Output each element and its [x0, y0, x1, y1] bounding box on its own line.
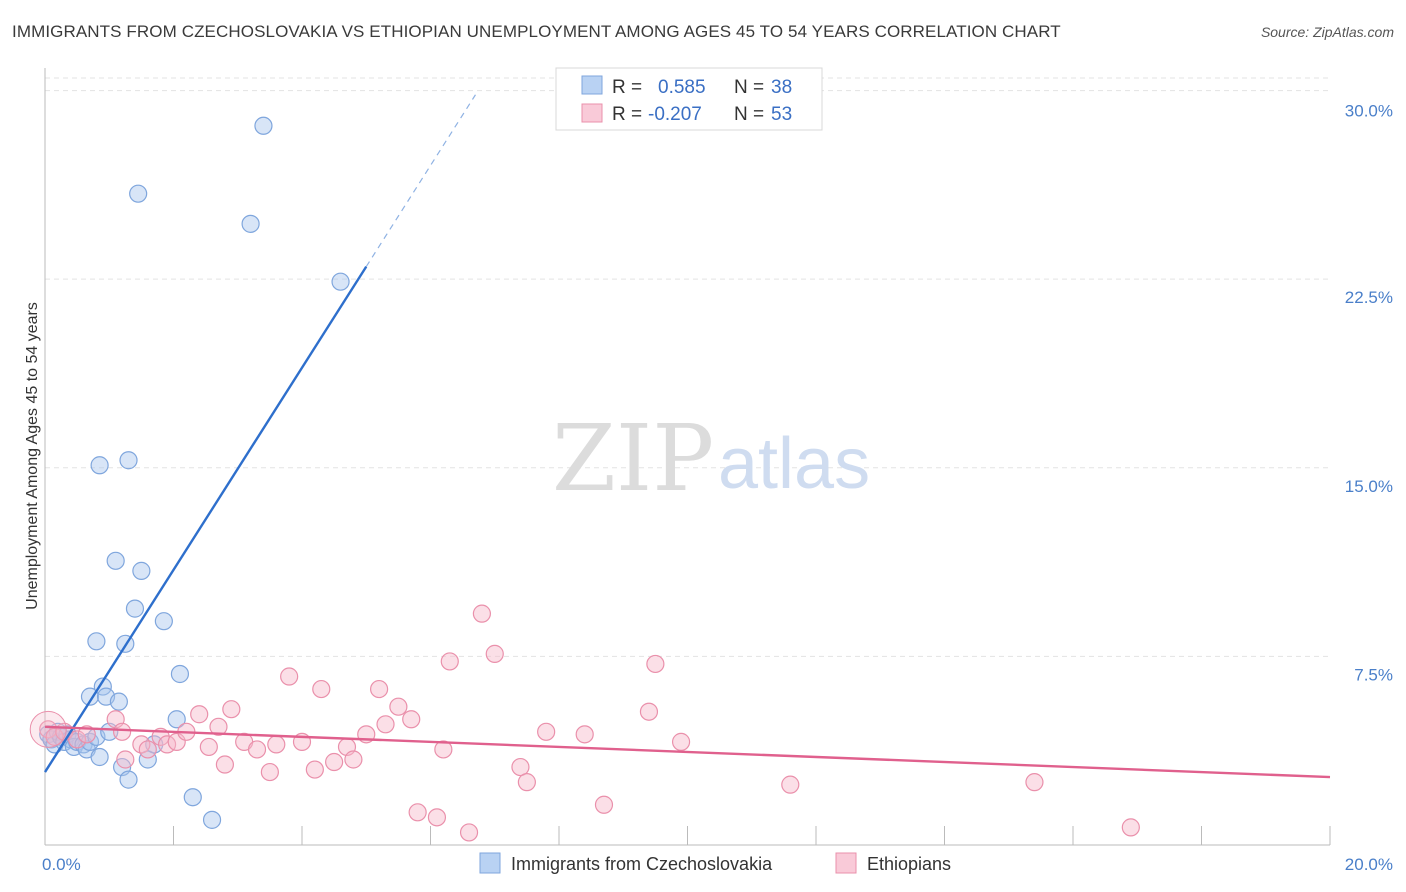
ethiopians-point-3 [68, 730, 87, 749]
legend-r-label-1: R = [612, 77, 642, 98]
legend-swatch-ethiopians [581, 103, 603, 123]
ethiopians-point-15 [199, 737, 218, 757]
czechoslovakia-point-39 [119, 451, 138, 470]
legend-n-label-1: N = [734, 77, 764, 98]
ethiopians-point-7 [116, 750, 135, 769]
series-legend: Immigrants from Czechoslovakia Ethiopian… [479, 852, 951, 874]
ethiopians-point-34 [402, 710, 421, 729]
czechoslovakia-trend-line [43, 265, 368, 773]
stats-legend: R = 0.585 N = 38 R = -0.207 N = 53 [555, 67, 823, 131]
czechoslovakia-point-37 [331, 272, 350, 291]
czechoslovakia-point-14 [80, 687, 100, 706]
czechoslovakia-point-32 [183, 788, 202, 807]
ethiopians-point-40 [472, 604, 491, 623]
czechoslovakia-point-27 [138, 750, 157, 769]
czechoslovakia-point-38 [90, 456, 109, 475]
czechoslovakia-point-31 [170, 664, 190, 684]
ethiopians-point-41 [485, 644, 504, 663]
ethiopians-point-21 [260, 762, 279, 782]
czechoslovakia-point-16 [90, 747, 109, 767]
czechoslovakia-point-35 [254, 116, 273, 135]
watermark-atlas: atlas [718, 424, 870, 504]
ethiopians-point-48 [646, 654, 665, 674]
y-tick-label-2: 22.5% [1345, 288, 1393, 307]
y-tick-label-0: 7.5% [1354, 665, 1393, 684]
ethiopians-point-6 [112, 722, 132, 741]
y-tick-labels: 7.5% 15.0% 22.5% 30.0% [1345, 102, 1393, 685]
czechoslovakia-point-34 [241, 214, 260, 233]
ethiopians-point-32 [376, 715, 395, 734]
y-axis-label: Unemployment Among Ages 45 to 54 years [24, 302, 41, 610]
ethiopians-point-43 [517, 773, 536, 792]
ethiopians-point-36 [427, 808, 447, 827]
legend-r-label-2: R = [612, 104, 642, 125]
ethiopians-point-50 [781, 775, 800, 794]
ethiopians-point-22 [267, 735, 286, 754]
ethiopians-point-33 [389, 697, 408, 716]
czechoslovakia-point-20 [106, 551, 125, 570]
ethiopians-point-44 [537, 722, 556, 741]
ethiopians-point-47 [639, 702, 659, 721]
series-legend-swatch-czechoslovakia [479, 852, 501, 874]
czechoslovakia-point-21 [109, 692, 128, 711]
ethiopians-trend-line [44, 725, 1331, 779]
series-legend-swatch-ethiopians [835, 852, 857, 874]
ethiopians-point-25 [305, 760, 324, 779]
ethiopians-point-42 [511, 757, 530, 777]
ethiopians-point-17 [215, 755, 234, 774]
ethiopians-point-23 [280, 667, 299, 686]
x-tick-label-min: 0.0% [42, 855, 81, 874]
ethiopians-point-35 [408, 803, 427, 822]
ethiopians-point-39 [459, 823, 479, 842]
ethiopians-point-38 [440, 652, 459, 671]
legend-n-value-2: 53 [771, 104, 792, 125]
y-tick-label-3: 30.0% [1345, 102, 1393, 121]
czechoslovakia-point-17 [93, 677, 112, 696]
ethiopians-point-46 [594, 795, 614, 814]
series-legend-label-ethiopians: Ethiopians [867, 854, 951, 874]
czechoslovakia-point-25 [125, 599, 145, 618]
ethiopians-point-31 [370, 679, 389, 699]
ethiopians-point-27 [325, 752, 344, 772]
czechoslovakia-point-29 [154, 612, 173, 631]
ethiopians-point-cluster [29, 710, 67, 748]
x-tick-label-max: 20.0% [1345, 855, 1393, 874]
ethiopians-point-37 [434, 740, 453, 759]
ethiopians-point-49 [671, 732, 691, 751]
ethiopians-point-20 [247, 740, 267, 759]
chart-source: Source: ZipAtlas.com [1260, 24, 1394, 40]
trend-lines [43, 94, 1331, 779]
czechoslovakia-point-24 [119, 770, 138, 789]
czechoslovakia-point-15 [87, 632, 106, 651]
watermark-zip: ZIP [552, 405, 714, 512]
legend-swatch-czechoslovakia [581, 75, 603, 95]
grid-lines [45, 77, 1330, 657]
legend-r-value-1: 0.585 [658, 77, 706, 98]
ethiopians-point-9 [138, 740, 157, 759]
ethiopians-point-14 [190, 705, 209, 724]
czechoslovakia-point-36 [129, 184, 148, 203]
legend-n-value-1: 38 [771, 77, 792, 98]
czechoslovakia-trend-extension [365, 94, 476, 267]
ethiopians-point-45 [575, 725, 594, 744]
watermark: ZIP atlas [552, 405, 870, 512]
czechoslovakia-point-26 [132, 561, 151, 580]
czechoslovakia-point-33 [202, 810, 222, 829]
legend-r-value-2: -0.207 [648, 104, 702, 125]
data-points [29, 116, 1140, 842]
chart-title: IMMIGRANTS FROM CZECHOSLOVAKIA VS ETHIOP… [12, 22, 1061, 41]
ethiopians-point-16 [209, 717, 228, 736]
series-legend-label-czechoslovakia: Immigrants from Czechoslovakia [511, 854, 773, 874]
y-tick-label-1: 15.0% [1345, 477, 1393, 496]
ethiopians-point-52 [1121, 818, 1140, 837]
ethiopians-point-29 [344, 750, 363, 769]
ethiopians-point-26 [312, 679, 331, 699]
ethiopians-point-18 [222, 700, 241, 719]
ethiopians-point-4 [77, 725, 96, 744]
axes [44, 68, 1331, 846]
ethiopians-point-51 [1025, 773, 1044, 792]
legend-n-label-2: N = [734, 104, 764, 125]
czechoslovakia-point-30 [167, 710, 186, 729]
